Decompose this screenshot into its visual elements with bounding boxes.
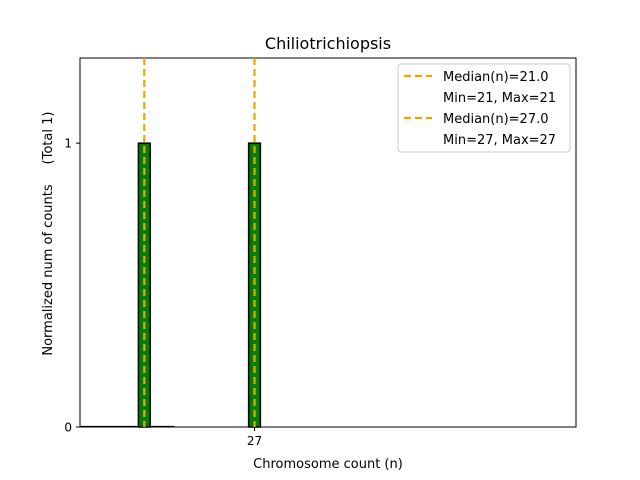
- legend-range-label-2: Min=27, Max=27: [443, 133, 556, 148]
- legend-median-label-1: Median(n)=21.0: [443, 70, 549, 85]
- legend-frame: [397, 63, 571, 153]
- median-layer: [143, 58, 256, 427]
- x-axis-label: Chromosome count (n): [253, 457, 403, 472]
- x-tick-label-27: 27: [247, 434, 262, 448]
- legend: Median(n)=21.0 Min=21, Max=21 Median(n)=…: [397, 63, 571, 153]
- y-tick-label-1: 1: [64, 137, 72, 151]
- y-axis-total-label: (Total 1): [41, 112, 56, 165]
- y-axis-label: Normalized num of counts: [41, 184, 56, 355]
- y-tick-label-0: 0: [64, 421, 72, 435]
- y-axis-ticks: 01: [64, 137, 80, 435]
- legend-range-label-1: Min=21, Max=21: [443, 91, 556, 106]
- legend-median-label-2: Median(n)=27.0: [443, 112, 549, 127]
- chart-title: Chiliotrichiopsis: [265, 34, 391, 53]
- x-axis-ticks: 27: [247, 427, 262, 448]
